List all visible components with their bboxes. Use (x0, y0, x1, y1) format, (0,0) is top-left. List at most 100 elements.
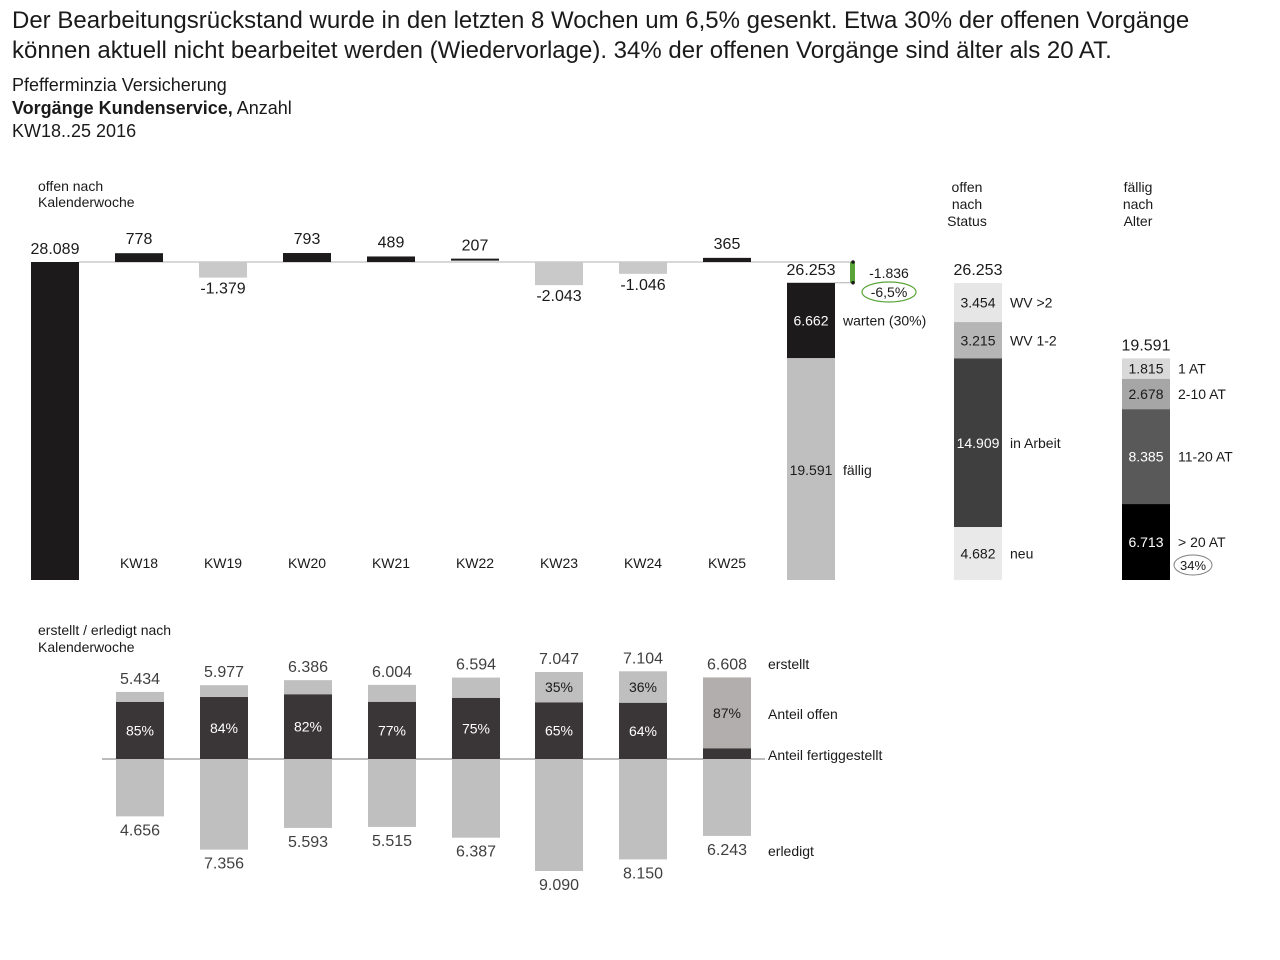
erledigt-value-label: 6.243 (707, 842, 747, 859)
flow-title-line: Kalenderwoche (38, 639, 135, 655)
status-segment (954, 527, 1002, 581)
anteil-offen-label: 82% (294, 719, 322, 735)
top-pct-label: 35% (545, 679, 573, 695)
erstellt-top-segment (116, 691, 164, 702)
age-segment-name: 1 AT (1178, 361, 1206, 377)
erstellt-value-label: 6.608 (707, 656, 747, 673)
change-pct-ring (861, 281, 917, 303)
headline-line-2: können aktuell nicht bearbeitet werden (… (12, 37, 1112, 64)
delta-value-label: 365 (714, 236, 741, 253)
end-segment (787, 282, 835, 359)
change-marker-dot (851, 280, 855, 285)
age-segment-name: > 20 AT (1178, 534, 1226, 550)
status-title-line: nach (952, 196, 982, 212)
erstellt-value-label: 6.594 (456, 657, 496, 674)
status-segment-name: in Arbeit (1010, 435, 1061, 451)
erstellt-top-segment (619, 671, 667, 703)
age-title-line: Alter (1124, 213, 1153, 229)
status-segment-value: 3.454 (960, 295, 995, 311)
top-pct-label: 36% (629, 679, 657, 695)
erstellt-top-segment (200, 685, 248, 698)
delta-value-label: 793 (294, 231, 321, 248)
headline-line-1: Der Bearbeitungsrückstand wurde in den l… (12, 7, 1190, 34)
chart-subtitle: Pfefferminzia Versicherung Vorgänge Kund… (12, 74, 292, 143)
anteil-offen-segment (116, 701, 164, 759)
age-segment-name: 11-20 AT (1178, 449, 1233, 465)
erledigt-bar (200, 759, 248, 850)
status-segment-value: 14.909 (957, 435, 1000, 451)
end-value-label: 26.253 (787, 262, 836, 279)
delta-value-label: 778 (126, 231, 153, 248)
status-segment (954, 358, 1002, 528)
erstellt-top-segment (535, 672, 583, 703)
age-segment-name: 2-10 AT (1178, 386, 1226, 402)
status-segment-name: WV >2 (1010, 295, 1053, 311)
end-segment-name: fällig (843, 462, 872, 478)
flow-legend-label: Anteil offen (768, 706, 838, 722)
age-segment (1122, 378, 1170, 410)
erledigt-bar (368, 759, 416, 827)
week-label: KW23 (540, 555, 578, 571)
end-segment-name: warten (30%) (842, 312, 926, 328)
week-label: KW18 (120, 555, 158, 571)
age-highlight-label: 34% (1180, 558, 1206, 573)
erledigt-value-label: 7.356 (204, 856, 244, 873)
erstellt-value-label: 5.977 (204, 664, 244, 681)
end-segment-value: 6.662 (793, 312, 828, 328)
change-abs-label: -1.836 (869, 265, 909, 281)
erledigt-bar (703, 759, 751, 836)
week-label: KW19 (204, 555, 242, 571)
anteil-offen-segment (368, 701, 416, 759)
status-title-line: Status (947, 213, 987, 229)
erstellt-value-label: 6.386 (288, 659, 328, 676)
flow-title-line: erstellt / erledigt nach (38, 622, 171, 638)
erledigt-bar (284, 759, 332, 828)
start-value-label: 28.089 (31, 241, 80, 258)
week-label: KW25 (708, 555, 746, 571)
erledigt-bar (619, 759, 667, 860)
status-segment-name: WV 1-2 (1010, 332, 1057, 348)
anteil-offen-label: 64% (629, 723, 657, 739)
anteil-offen-segment (452, 697, 500, 759)
erledigt-value-label: 5.593 (288, 834, 328, 851)
erledigt-value-label: 6.387 (456, 844, 496, 861)
erstellt-value-label: 5.434 (120, 671, 160, 688)
measure: Vorgänge Kundenservice, Anzahl (12, 97, 292, 120)
delta-bar (199, 262, 247, 278)
delta-value-label: -2.043 (536, 288, 581, 305)
erledigt-value-label: 4.656 (120, 822, 160, 839)
delta-bar (535, 262, 583, 286)
bridge-title-line: offen nach (38, 178, 103, 194)
anteil-offen-label: 84% (210, 720, 238, 736)
age-highlight-ring (1173, 554, 1213, 576)
age-segment-value: 8.385 (1128, 449, 1163, 465)
erledigt-bar (452, 759, 500, 838)
erstellt-value-label: 7.104 (623, 650, 663, 667)
age-segment (1122, 358, 1170, 379)
delta-bar (703, 257, 751, 262)
erledigt-value-label: 9.090 (539, 877, 579, 894)
anteil-offen-segment (703, 748, 751, 759)
week-label: KW21 (372, 555, 410, 571)
erstellt-top-segment (284, 680, 332, 695)
end-segment (787, 358, 835, 580)
anteil-offen-segment (284, 694, 332, 759)
change-pct-label: -6,5% (871, 284, 908, 300)
age-title-line: fällig (1124, 179, 1153, 195)
week-label: KW22 (456, 555, 494, 571)
delta-bar (115, 253, 163, 262)
status-segment (954, 283, 1002, 323)
age-segment-value: 6.713 (1128, 534, 1163, 550)
anteil-offen-label: 75% (462, 720, 490, 736)
erledigt-value-label: 5.515 (372, 833, 412, 850)
anteil-offen-segment (619, 702, 667, 759)
erstellt-top-segment (703, 677, 751, 749)
measure-name: Vorgänge Kundenservice, (12, 98, 233, 118)
start-bar (31, 262, 79, 580)
age-segment (1122, 504, 1170, 580)
measure-unit: Anzahl (232, 98, 292, 118)
erledigt-bar (535, 759, 583, 871)
